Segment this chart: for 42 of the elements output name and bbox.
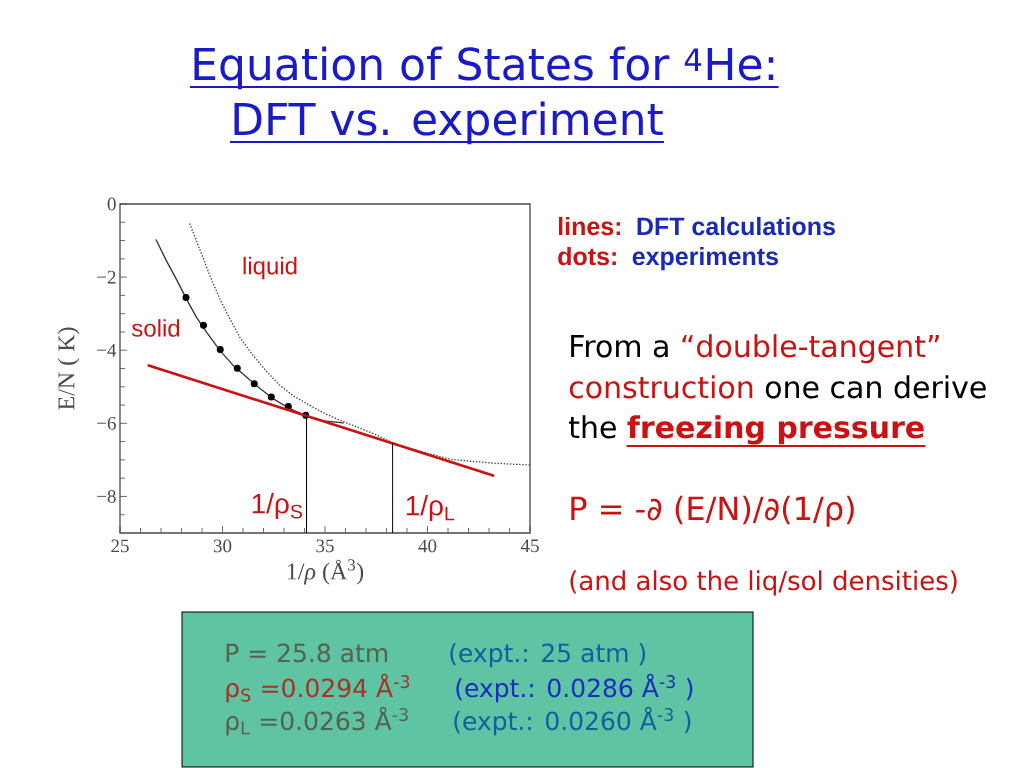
text: P = 25.8 atm bbox=[226, 643, 388, 663]
y-tick-label: −2 bbox=[97, 270, 116, 284]
point bbox=[250, 380, 258, 388]
text: “double-tangent” bbox=[682, 334, 939, 364]
text: P = -∂ (E/N)/∂(1/ρ) bbox=[571, 495, 854, 527]
x-tick-label: 25 bbox=[111, 539, 129, 553]
x-axis-title: 1/ρ (Å$^{3}$) bbox=[287, 559, 364, 585]
text: freezing pressure bbox=[627, 415, 924, 445]
y-tick-label: −4 bbox=[97, 343, 117, 357]
text: experiments bbox=[632, 246, 778, 271]
x-tick-label: 40 bbox=[418, 539, 437, 553]
text: construction bbox=[569, 375, 753, 399]
point bbox=[199, 321, 207, 329]
text: ρ$_{S}$ =0.0294 Å$^{-3}$ bbox=[226, 673, 410, 703]
y-tick-label: −6 bbox=[97, 416, 116, 430]
text: DFT calculations bbox=[637, 216, 835, 236]
text: (expt.: 0.0260 Å$^{-3}$ ) bbox=[454, 706, 691, 736]
chart-title: Equation of States for $^{4}$He: bbox=[194, 46, 774, 90]
text: (and also the liq/sol densities) bbox=[570, 570, 957, 596]
point bbox=[216, 345, 224, 353]
text: lines: bbox=[558, 216, 621, 236]
point bbox=[182, 294, 190, 302]
y-tick-label: −8 bbox=[97, 490, 116, 503]
text: dots: bbox=[558, 246, 616, 266]
x-tick-label: 30 bbox=[213, 539, 232, 553]
y-tick-label: 0 bbox=[107, 197, 116, 211]
point bbox=[233, 364, 241, 372]
annotation: solid bbox=[132, 319, 180, 337]
chart-subtitle: DFT vs. experiment bbox=[234, 101, 663, 145]
annotation: liquid bbox=[243, 256, 297, 280]
text: (expt.: 0.0286 Å$^{-3}$ ) bbox=[456, 673, 693, 703]
text: the bbox=[569, 415, 616, 439]
text: one can derive bbox=[765, 375, 986, 399]
x-tick-label: 45 bbox=[520, 539, 539, 553]
point bbox=[267, 393, 275, 401]
text: ρ$_{L}$ =0.0263 Å$^{-3}$ bbox=[226, 706, 408, 736]
annotation: 1/ρ$_{S}$ bbox=[252, 492, 303, 520]
y-axis-title: E/N ( K) bbox=[57, 327, 80, 410]
annotation: 1/ρ$_{L}$ bbox=[406, 494, 455, 522]
text: (expt.: 25 atm ) bbox=[450, 643, 646, 668]
text: From a bbox=[571, 335, 668, 358]
x-tick-label: 35 bbox=[316, 539, 334, 553]
